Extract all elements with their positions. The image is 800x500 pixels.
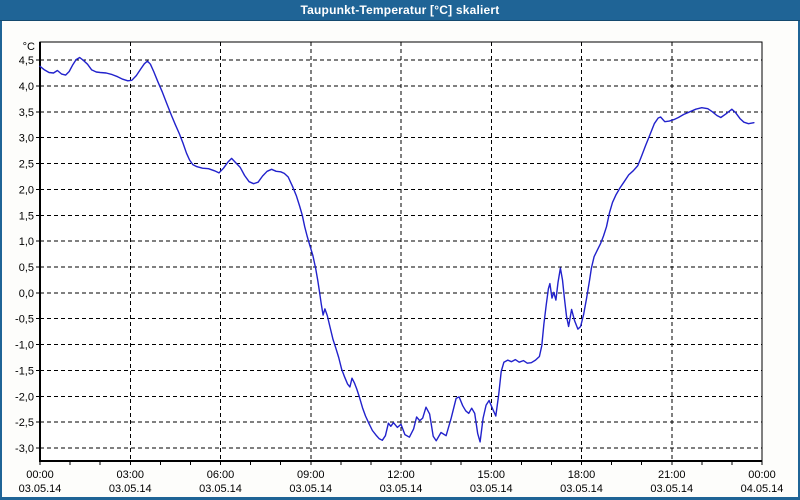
y-tick-label: -3,0 bbox=[15, 443, 34, 455]
x-tick-time-label: 09:00 bbox=[297, 469, 325, 481]
y-tick-label: -0,5 bbox=[15, 314, 34, 326]
x-tick-date-label: 03.05.14 bbox=[650, 483, 693, 495]
x-tick-date-label: 03.05.14 bbox=[470, 483, 513, 495]
x-tick-date-label: 03.05.14 bbox=[199, 483, 242, 495]
temperature-line bbox=[39, 56, 755, 443]
x-tick-time-label: 00:00 bbox=[26, 469, 54, 481]
plot-area bbox=[39, 41, 763, 462]
x-tick-time-label: 18:00 bbox=[568, 469, 596, 481]
y-tick-label: 1,0 bbox=[19, 236, 34, 248]
y-tick-label: 4,5 bbox=[19, 55, 34, 67]
title-bar: Taupunkt-Temperatur [°C] skaliert bbox=[0, 0, 800, 21]
x-tick-time-label: 12:00 bbox=[387, 469, 415, 481]
y-tick-label: 2,0 bbox=[19, 184, 34, 196]
y-tick-label: -2,5 bbox=[15, 417, 34, 429]
x-tick-date-label: 03.05.14 bbox=[380, 483, 423, 495]
y-tick-label: 0,0 bbox=[19, 288, 34, 300]
y-axis-unit-label: °C bbox=[23, 41, 35, 53]
x-tick-date-label: 03.05.14 bbox=[109, 483, 152, 495]
x-tick-date-label: 03.05.14 bbox=[19, 483, 62, 495]
x-tick-date-label: 03.05.14 bbox=[560, 483, 603, 495]
x-tick-date-label: 03.05.14 bbox=[289, 483, 332, 495]
y-tick-label: 4,0 bbox=[19, 81, 34, 93]
y-tick-label: -2,0 bbox=[15, 391, 34, 403]
x-tick-time-label: 06:00 bbox=[207, 469, 235, 481]
y-tick-label: 0,5 bbox=[19, 262, 34, 274]
x-tick-time-label: 15:00 bbox=[477, 469, 505, 481]
y-tick-label: -1,5 bbox=[15, 365, 34, 377]
y-tick-label: -1,0 bbox=[15, 340, 34, 352]
y-tick-label: 1,5 bbox=[19, 210, 34, 222]
x-tick-time-label: 21:00 bbox=[658, 469, 686, 481]
y-tick-label: 3,5 bbox=[19, 107, 34, 119]
x-tick-date-label: 04.05.14 bbox=[741, 483, 784, 495]
x-tick-time-label: 03:00 bbox=[116, 469, 144, 481]
x-tick-time-label: 00:00 bbox=[748, 469, 776, 481]
y-tick-label: 3,0 bbox=[19, 133, 34, 145]
chart-title: Taupunkt-Temperatur [°C] skaliert bbox=[300, 3, 500, 17]
y-tick-label: 2,5 bbox=[19, 159, 34, 171]
